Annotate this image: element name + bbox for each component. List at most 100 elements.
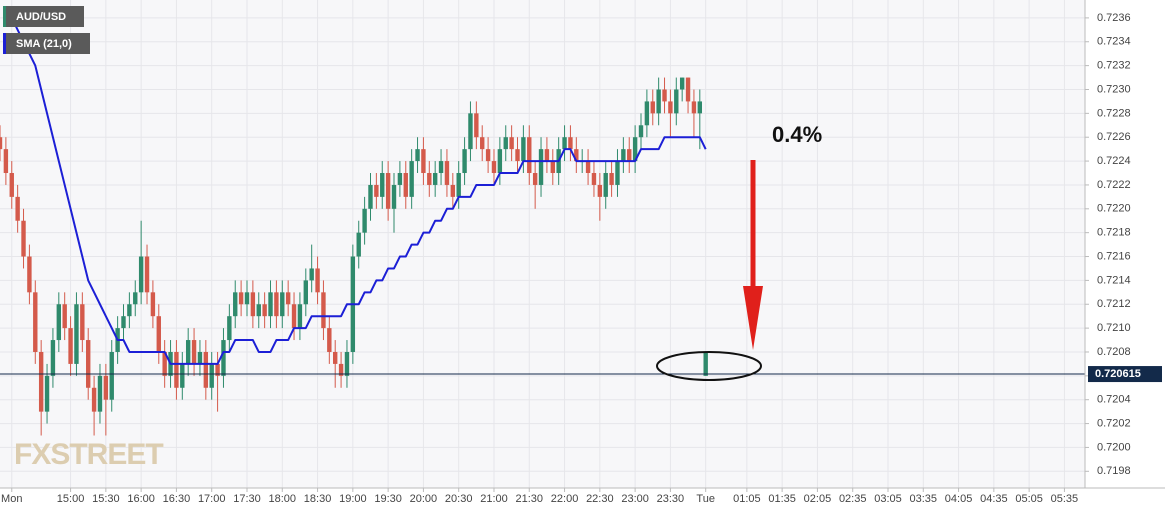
- candle-body: [432, 173, 438, 185]
- candle-body: [609, 173, 614, 185]
- candle-body: [333, 351, 338, 364]
- marks: [0, 17, 1085, 436]
- candle-body: [480, 137, 485, 150]
- candle-body: [44, 375, 50, 412]
- x-tick-label: 05:05: [1015, 493, 1043, 505]
- candle-body: [162, 351, 167, 376]
- candle-body: [627, 149, 632, 162]
- candle-body: [309, 268, 314, 281]
- candle-body: [191, 340, 197, 364]
- x-tick-label: 20:30: [445, 493, 473, 505]
- y-tick-label: 0.7216: [1097, 250, 1131, 262]
- x-tick-label: 17:00: [198, 493, 226, 505]
- candle-body: [109, 351, 114, 400]
- y-tick-label: 0.7228: [1097, 107, 1131, 119]
- candle-body: [703, 351, 708, 376]
- candle-body: [62, 304, 67, 329]
- candle-body: [321, 292, 326, 329]
- candle-body: [485, 149, 491, 162]
- candle-body: [0, 137, 3, 150]
- y-tick-label: 0.7200: [1097, 441, 1131, 453]
- candle-body: [56, 304, 62, 341]
- x-tick-label: 20:00: [410, 493, 438, 505]
- candle-body: [121, 316, 126, 329]
- candle-body: [80, 304, 85, 341]
- candle-body: [415, 149, 420, 162]
- x-tick-label: 16:30: [163, 493, 191, 505]
- x-tick-label: 23:30: [657, 493, 685, 505]
- candle-body: [632, 137, 638, 162]
- candle-body: [3, 149, 9, 174]
- candle-body: [527, 137, 532, 174]
- x-tick-label: 21:30: [516, 493, 544, 505]
- candle-body: [209, 363, 214, 388]
- candle-body: [227, 316, 232, 341]
- candle-body: [662, 89, 667, 102]
- candle-body: [344, 351, 350, 376]
- candle-body: [568, 137, 573, 150]
- candle-body: [215, 363, 220, 376]
- plot-area: [0, 0, 1085, 488]
- candle-body: [679, 77, 685, 90]
- y-tick-label: 0.7222: [1097, 179, 1131, 191]
- candle-body: [256, 304, 261, 317]
- candle-body: [509, 137, 514, 150]
- arrow-head: [743, 286, 763, 350]
- candle-body: [38, 351, 44, 412]
- x-tick-label: 02:05: [804, 493, 832, 505]
- candle-body: [250, 292, 256, 317]
- candle-body: [362, 208, 367, 233]
- candle-body: [591, 173, 597, 185]
- candle-body: [521, 137, 526, 162]
- x-tick-label: 15:00: [57, 493, 85, 505]
- highlight-ellipse: [656, 351, 762, 381]
- candle-body: [650, 101, 655, 114]
- candle-body: [33, 292, 38, 352]
- candle-body: [697, 101, 703, 114]
- last-price-box: [1088, 366, 1162, 383]
- candle-body: [668, 101, 673, 114]
- x-tick-label: 04:05: [945, 493, 973, 505]
- candle-body: [656, 89, 661, 114]
- x-tick-label: 01:05: [733, 493, 761, 505]
- legend-label: AUD/USD: [16, 11, 66, 23]
- candle-body: [638, 125, 644, 138]
- candle-body: [438, 161, 444, 174]
- candle-body: [503, 137, 508, 150]
- candle-body: [285, 292, 291, 305]
- candle-body: [456, 173, 461, 197]
- candle-body: [385, 173, 391, 209]
- watermark: FXSTREET: [14, 438, 163, 471]
- candle-body: [21, 220, 26, 257]
- y-tick-label: 0.7224: [1097, 155, 1131, 167]
- candle-body: [327, 328, 332, 352]
- candle-body: [268, 292, 273, 317]
- candle-body: [691, 101, 697, 114]
- candle-body: [550, 161, 555, 174]
- candle-body: [144, 256, 150, 293]
- x-tick-label: 18:00: [269, 493, 297, 505]
- y-tick-label: 0.7232: [1097, 60, 1131, 72]
- x-tick-label: 02:35: [839, 493, 867, 505]
- x-tick-label: 19:00: [339, 493, 367, 505]
- candle-body: [138, 256, 144, 293]
- candle-body: [674, 89, 679, 114]
- candle-body: [574, 149, 579, 162]
- x-tick-label: Mon: [1, 493, 22, 505]
- x-tick-label: 01:35: [768, 493, 796, 505]
- candle-body: [491, 161, 497, 174]
- candle-body: [462, 149, 467, 174]
- candle-body: [391, 184, 397, 209]
- candle-body: [103, 375, 109, 400]
- candle-body: [233, 292, 238, 317]
- candle-body: [474, 113, 479, 138]
- candle-body: [497, 149, 503, 174]
- candle-body: [180, 363, 185, 388]
- candle-body: [74, 304, 79, 364]
- candle-body: [450, 184, 456, 197]
- candle-body: [238, 292, 244, 305]
- candle-body: [174, 351, 179, 388]
- candle-body: [297, 304, 303, 329]
